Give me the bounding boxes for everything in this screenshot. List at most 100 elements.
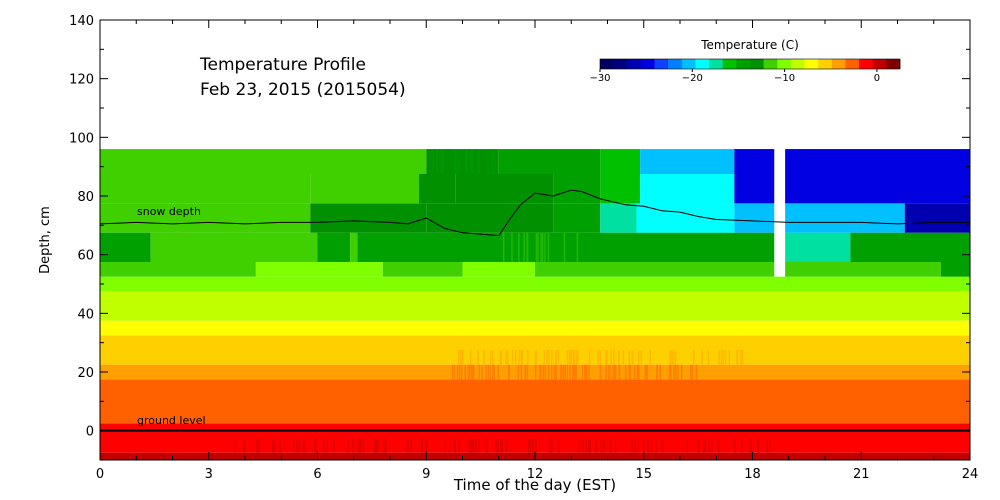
heatmap-texture-line xyxy=(659,364,661,380)
heatmap-texture-line xyxy=(420,439,423,453)
heatmap-texture-line xyxy=(511,232,513,262)
x-tick-label: 6 xyxy=(313,467,321,482)
heatmap-texture-line xyxy=(655,439,657,453)
heatmap-cell xyxy=(498,149,601,174)
heatmap-texture-line xyxy=(436,149,438,174)
heatmap-texture-line xyxy=(614,364,617,380)
heatmap-texture-line xyxy=(597,350,599,365)
heatmap-texture-line xyxy=(421,439,424,453)
heatmap-texture-line xyxy=(451,364,454,380)
heatmap-texture-line xyxy=(572,350,575,365)
colorbar-swatch xyxy=(613,59,628,69)
colorbar-swatch xyxy=(695,59,710,69)
heatmap-texture-line xyxy=(614,439,617,453)
heatmap-texture-line xyxy=(671,350,674,365)
heatmap-texture-line xyxy=(562,364,565,380)
heatmap-texture-line xyxy=(541,232,544,262)
colorbar-swatch xyxy=(859,59,874,69)
colorbar-swatch xyxy=(668,59,683,69)
heatmap-texture-line xyxy=(618,364,620,380)
heatmap-cell xyxy=(100,320,970,336)
colorbar-swatch xyxy=(804,59,819,69)
y-tick-label: 40 xyxy=(77,307,94,322)
heatmap-cell xyxy=(357,232,775,262)
heatmap-texture-line xyxy=(456,364,459,380)
heatmap-texture-line xyxy=(573,350,575,365)
heatmap-texture-line xyxy=(708,439,710,453)
heatmap-texture-line xyxy=(576,232,579,262)
heatmap-texture-line xyxy=(461,350,463,365)
heatmap-texture-line xyxy=(757,439,759,453)
heatmap-texture-line xyxy=(500,439,502,453)
heatmap-texture-line xyxy=(481,364,483,380)
heatmap-cell xyxy=(904,203,970,233)
heatmap-texture-line xyxy=(557,350,560,365)
heatmap-texture-line xyxy=(374,439,376,453)
heatmap-texture-line xyxy=(736,350,738,365)
colorbar-tick-label: −30 xyxy=(589,73,610,84)
heatmap-texture-line xyxy=(273,439,276,453)
heatmap-texture-line xyxy=(444,439,446,453)
heatmap-texture-line xyxy=(529,439,532,453)
heatmap-texture-line xyxy=(514,350,517,365)
y-tick-label: 20 xyxy=(77,366,94,381)
heatmap-cell xyxy=(785,203,905,233)
heatmap-cell xyxy=(150,232,318,262)
heatmap-texture-line xyxy=(505,350,507,365)
heatmap-texture-line xyxy=(505,439,508,453)
heatmap-texture-line xyxy=(720,350,723,365)
heatmap-texture-line xyxy=(316,439,318,453)
heatmap-texture-line xyxy=(522,149,524,174)
heatmap-texture-line xyxy=(424,439,427,453)
heatmap-texture-line xyxy=(717,439,720,453)
heatmap-cell xyxy=(426,203,554,233)
heatmap-texture-line xyxy=(257,439,260,453)
heatmap-texture-line xyxy=(661,439,664,453)
chart-title: Temperature Profile xyxy=(199,55,366,75)
heatmap-texture-line xyxy=(577,350,579,365)
heatmap-texture-line xyxy=(464,364,466,380)
heatmap-texture-line xyxy=(634,439,637,453)
heatmap-texture-line xyxy=(470,149,472,174)
heatmap-texture-line xyxy=(757,439,760,453)
heatmap-cell xyxy=(734,149,775,174)
colorbar-swatch xyxy=(763,59,778,69)
heatmap-texture-line xyxy=(497,149,499,174)
heatmap-texture-line xyxy=(523,232,525,262)
heatmap-cell xyxy=(640,149,735,174)
heatmap-texture-line xyxy=(462,350,464,365)
heatmap-texture-line xyxy=(298,439,301,453)
heatmap-texture-line xyxy=(470,149,473,174)
heatmap-texture-line xyxy=(500,350,503,365)
heatmap-cell xyxy=(100,335,970,350)
heatmap-texture-line xyxy=(544,364,547,380)
heatmap-texture-line xyxy=(636,364,639,380)
snow-depth-label: snow depth xyxy=(137,205,201,218)
heatmap-texture xyxy=(234,149,771,453)
heatmap-texture-line xyxy=(734,439,736,453)
heatmap-texture-line xyxy=(468,364,470,380)
heatmap-texture-line xyxy=(539,364,541,380)
y-axis-label: Depth, cm xyxy=(38,206,53,274)
heatmap-texture-line xyxy=(612,364,614,380)
heatmap-texture-line xyxy=(548,350,550,365)
heatmap-texture-line xyxy=(741,439,743,453)
heatmap-texture-line xyxy=(478,149,480,174)
heatmap-texture-line xyxy=(633,364,636,380)
heatmap-texture-line xyxy=(686,439,688,453)
heatmap-cell xyxy=(785,174,970,204)
heatmap-texture-line xyxy=(453,364,456,380)
heatmap-cell xyxy=(100,149,427,174)
heatmap-texture-line xyxy=(458,439,460,453)
heatmap-texture-line xyxy=(766,439,768,453)
heatmap-texture-line xyxy=(477,149,479,174)
heatmap-texture-line xyxy=(551,350,553,365)
heatmap-texture-line xyxy=(631,439,633,453)
heatmap-texture-line xyxy=(691,364,693,380)
heatmap-cell xyxy=(785,262,941,277)
heatmap-cell xyxy=(382,262,463,277)
heatmap-texture-line xyxy=(540,232,542,262)
heatmap-texture-line xyxy=(645,364,648,380)
heatmap-texture-line xyxy=(469,350,472,365)
heatmap-texture-line xyxy=(454,439,457,453)
